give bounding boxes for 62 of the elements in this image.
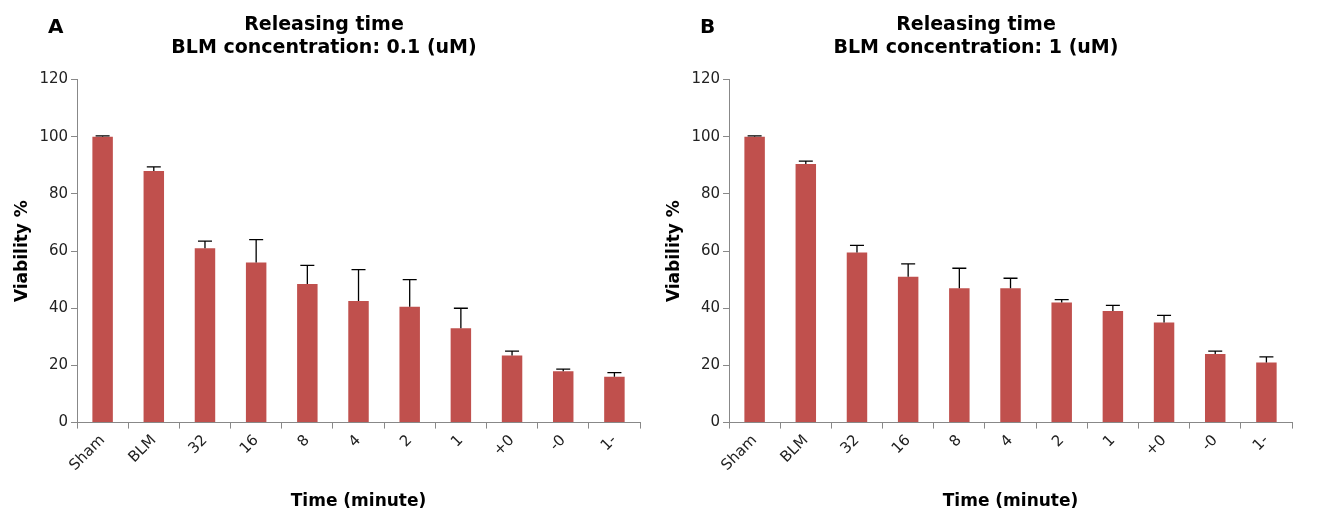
y-axis-title: Viability % (10, 200, 31, 303)
y-tick-label: 0 (710, 412, 721, 431)
y-tick-label: 20 (700, 355, 721, 374)
bar (744, 136, 765, 423)
bar (1102, 311, 1124, 423)
x-tick-label: +0 (489, 430, 518, 460)
bar (348, 301, 369, 423)
x-tick-label: 16 (235, 430, 262, 458)
bar (897, 276, 919, 423)
bar (501, 355, 523, 423)
x-tick-label: 8 (293, 430, 313, 451)
y-tick-label: 40 (700, 298, 721, 317)
bar (194, 248, 216, 423)
bar (143, 171, 165, 423)
chart-title: Releasing time BLM concentration: 1 (uM) (833, 12, 1119, 58)
bar (604, 376, 625, 423)
x-tick-label: 4 (344, 430, 365, 451)
x-tick-label: -0 (545, 430, 569, 455)
y-tick-label: 20 (48, 355, 69, 374)
bar (1051, 302, 1072, 423)
x-tick-label: 2 (395, 430, 416, 451)
bar (553, 371, 574, 423)
y-tick-label: 100 (691, 126, 721, 145)
bar (1153, 322, 1175, 423)
bar (1256, 362, 1277, 423)
x-tick-label: -0 (1197, 430, 1221, 455)
y-tick-label: 0 (58, 412, 69, 431)
y-tick-label: 100 (39, 126, 69, 145)
x-tick-label: +0 (1141, 430, 1170, 460)
x-axis-title: Time (minute) (290, 490, 427, 511)
bar (297, 283, 318, 423)
chart-title: Releasing time BLM concentration: 0.1 (uM) (171, 12, 477, 58)
x-tick-label: 1- (596, 430, 620, 455)
bar (399, 306, 420, 423)
x-tick-label: 1 (446, 430, 467, 451)
bar (245, 262, 267, 423)
y-tick-label: 60 (700, 240, 721, 259)
x-tick-label: 1- (1248, 430, 1272, 455)
bar (92, 136, 113, 423)
y-tick-label: 120 (39, 69, 69, 88)
text: A (48, 14, 64, 38)
bar (846, 252, 868, 423)
x-tick-label: 32 (836, 430, 863, 458)
x-tick-label: 1 (1098, 430, 1119, 451)
y-tick-label: 60 (48, 240, 69, 259)
y-tick-label: 120 (691, 69, 721, 88)
bar (795, 163, 817, 423)
bar (450, 328, 472, 423)
x-tick-label: 2 (1047, 430, 1068, 451)
text: B (700, 14, 716, 38)
y-tick-label: 80 (48, 183, 69, 202)
y-tick-label: 80 (700, 183, 721, 202)
bar (949, 288, 970, 423)
bar (1205, 353, 1226, 423)
x-axis-title: Time (minute) (942, 490, 1079, 511)
x-tick-label: 32 (184, 430, 211, 458)
x-tick-label: 8 (945, 430, 965, 451)
y-axis-title: Viability % (662, 200, 683, 303)
y-tick-label: 40 (48, 298, 69, 317)
x-tick-label: 4 (996, 430, 1017, 451)
bar (1000, 288, 1021, 423)
x-tick-label: 16 (887, 430, 914, 458)
